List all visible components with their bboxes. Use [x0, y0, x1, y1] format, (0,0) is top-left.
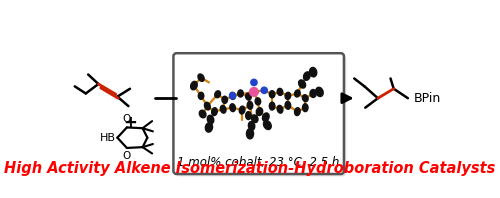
Ellipse shape — [246, 93, 251, 100]
Ellipse shape — [264, 121, 272, 129]
Ellipse shape — [277, 105, 283, 113]
Ellipse shape — [270, 102, 275, 110]
Ellipse shape — [304, 72, 310, 80]
Text: 1 mol% cobalt, 23 °C, 2.5 h: 1 mol% cobalt, 23 °C, 2.5 h — [178, 156, 340, 169]
Text: +: + — [123, 114, 137, 132]
Ellipse shape — [240, 106, 245, 114]
Ellipse shape — [220, 105, 226, 113]
Ellipse shape — [310, 68, 317, 77]
Ellipse shape — [256, 108, 262, 115]
Ellipse shape — [215, 91, 220, 98]
Ellipse shape — [298, 80, 306, 88]
Ellipse shape — [246, 112, 251, 120]
Ellipse shape — [238, 90, 244, 97]
Text: HB: HB — [100, 133, 116, 143]
Ellipse shape — [222, 96, 228, 103]
FancyBboxPatch shape — [176, 56, 346, 176]
Ellipse shape — [270, 91, 275, 98]
Ellipse shape — [285, 101, 290, 109]
Ellipse shape — [302, 104, 308, 112]
Ellipse shape — [208, 115, 214, 124]
Ellipse shape — [248, 122, 255, 130]
Ellipse shape — [212, 108, 218, 116]
Text: BPin: BPin — [414, 92, 442, 105]
Ellipse shape — [198, 74, 204, 81]
Ellipse shape — [316, 87, 323, 96]
Text: O: O — [122, 151, 131, 161]
Ellipse shape — [302, 95, 308, 102]
Ellipse shape — [252, 115, 258, 123]
Text: O: O — [122, 114, 131, 124]
Ellipse shape — [251, 79, 257, 86]
Ellipse shape — [262, 113, 269, 121]
Ellipse shape — [230, 104, 235, 112]
Ellipse shape — [250, 88, 258, 96]
Ellipse shape — [200, 110, 206, 118]
Ellipse shape — [198, 92, 204, 99]
Ellipse shape — [204, 102, 210, 110]
Text: High Activity Alkene Isomerization-Hydroboration Catalysts: High Activity Alkene Isomerization-Hydro… — [4, 161, 496, 176]
Ellipse shape — [206, 123, 212, 132]
Ellipse shape — [246, 129, 254, 139]
Ellipse shape — [255, 98, 260, 105]
Ellipse shape — [285, 92, 290, 99]
Ellipse shape — [310, 89, 316, 97]
Ellipse shape — [190, 81, 198, 90]
Ellipse shape — [294, 90, 300, 97]
Ellipse shape — [294, 108, 300, 116]
Ellipse shape — [277, 88, 283, 95]
Ellipse shape — [261, 87, 268, 93]
Ellipse shape — [230, 93, 236, 99]
Ellipse shape — [247, 101, 253, 109]
Ellipse shape — [230, 92, 235, 99]
FancyBboxPatch shape — [174, 53, 344, 174]
